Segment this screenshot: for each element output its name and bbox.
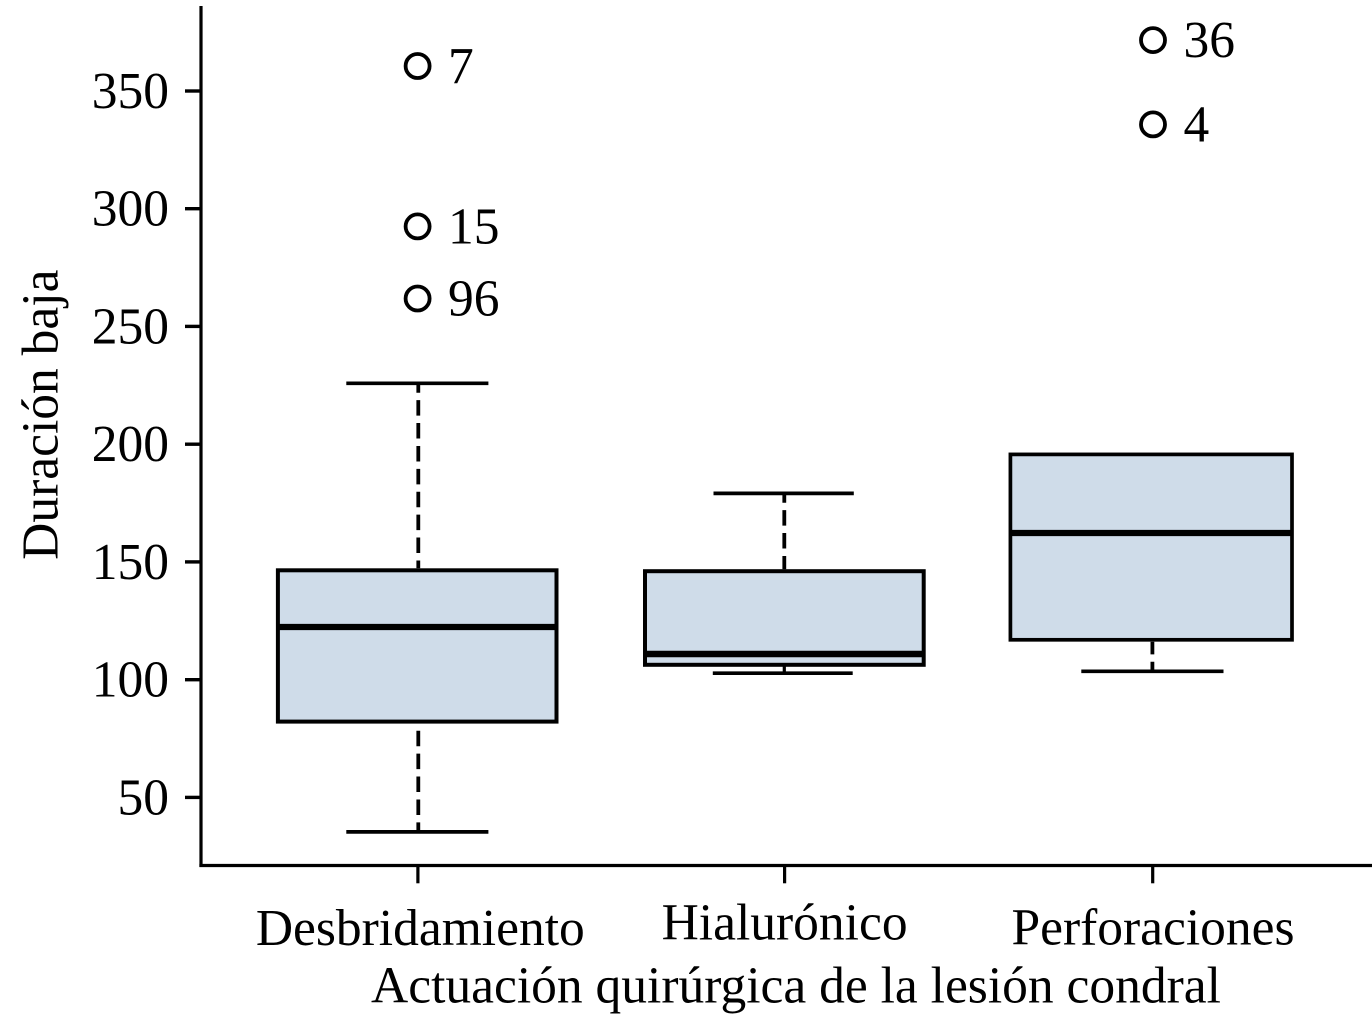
svg-text:36: 36 xyxy=(1184,12,1236,69)
svg-text:100: 100 xyxy=(92,652,169,709)
svg-text:Desbridamiento: Desbridamiento xyxy=(256,900,585,957)
svg-text:50: 50 xyxy=(118,769,170,826)
svg-text:250: 250 xyxy=(92,298,169,355)
svg-text:350: 350 xyxy=(92,63,169,120)
svg-text:200: 200 xyxy=(92,416,169,473)
svg-text:Hialurónico: Hialurónico xyxy=(662,894,908,951)
svg-text:15: 15 xyxy=(448,198,500,255)
svg-text:96: 96 xyxy=(448,271,500,328)
svg-text:300: 300 xyxy=(92,181,169,238)
svg-text:Perforaciones: Perforaciones xyxy=(1011,899,1294,956)
svg-text:Actuación quirúrgica de la les: Actuación quirúrgica de la lesión condra… xyxy=(371,958,1221,1015)
svg-text:4: 4 xyxy=(1184,96,1210,153)
svg-text:150: 150 xyxy=(92,534,169,591)
svg-text:Duración baja: Duración baja xyxy=(12,269,69,559)
svg-text:7: 7 xyxy=(448,38,474,95)
